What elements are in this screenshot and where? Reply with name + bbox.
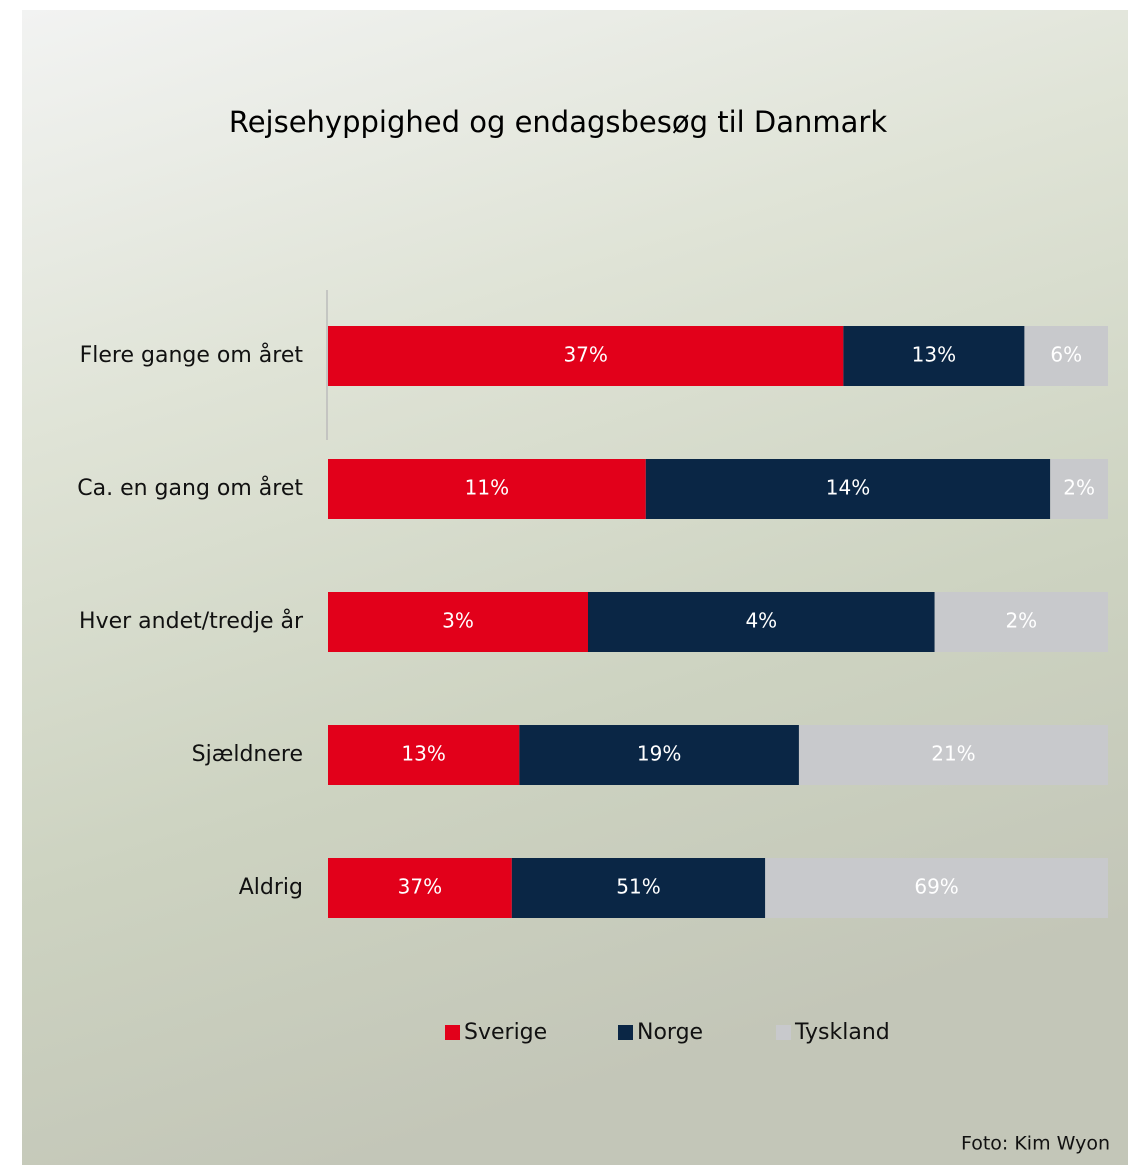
data-label: 13% [401, 742, 445, 766]
bar-segment [328, 459, 646, 519]
bar-segment [1050, 459, 1108, 519]
background-photo [22, 10, 1128, 1165]
data-label: 3% [442, 609, 474, 633]
bar-segment [645, 459, 1051, 519]
photo-credit: Foto: Kim Wyon [961, 1133, 1110, 1155]
bar-segment [511, 858, 766, 918]
data-label: 21% [931, 742, 975, 766]
category-label: Sjældnere [192, 742, 303, 767]
legend-label: Sverige [464, 1020, 547, 1045]
data-label: 14% [826, 476, 870, 500]
data-label: 69% [914, 875, 958, 899]
category-label: Hver andet/tredje år [79, 608, 304, 634]
bar-segment [765, 858, 1108, 918]
bar-segment [843, 326, 1025, 386]
data-label: 13% [912, 343, 956, 367]
chart-title: Rejsehyppighed og endagsbesøg til Danmar… [229, 105, 888, 139]
category-label: Aldrig [239, 875, 303, 900]
bar-segment [519, 725, 799, 785]
bar-segment [1024, 326, 1108, 386]
bar-segment [328, 592, 588, 652]
data-label: 37% [398, 875, 442, 899]
category-label: Ca. en gang om året [77, 475, 303, 501]
bar-segment [328, 858, 512, 918]
bar-segment [798, 725, 1108, 785]
data-label: 37% [563, 343, 607, 367]
bar-segment [328, 326, 844, 386]
data-label: 51% [616, 875, 660, 899]
legend-label: Norge [637, 1020, 703, 1045]
bar-segment [934, 592, 1108, 652]
legend-swatch [445, 1025, 460, 1040]
data-label: 19% [637, 742, 681, 766]
legend-swatch [618, 1025, 633, 1040]
data-label: 2% [1005, 609, 1037, 633]
data-label: 11% [465, 476, 509, 500]
data-label: 4% [745, 609, 777, 633]
legend-label: Tyskland [794, 1020, 890, 1045]
bar-segment [328, 725, 520, 785]
category-label: Flere gange om året [80, 342, 304, 368]
data-label: 6% [1050, 343, 1082, 367]
data-label: 2% [1063, 476, 1095, 500]
legend-swatch [776, 1025, 791, 1040]
bar-segment [588, 592, 935, 652]
